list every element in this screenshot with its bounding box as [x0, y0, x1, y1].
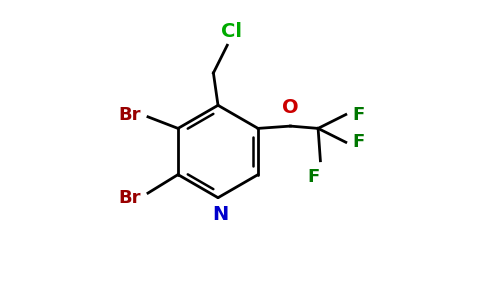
Text: O: O — [282, 98, 299, 117]
Text: F: F — [307, 168, 319, 186]
Text: Br: Br — [119, 189, 141, 207]
Text: Br: Br — [119, 106, 141, 124]
Text: Cl: Cl — [221, 22, 242, 40]
Text: N: N — [212, 205, 228, 224]
Text: F: F — [353, 106, 365, 124]
Text: F: F — [353, 133, 365, 151]
